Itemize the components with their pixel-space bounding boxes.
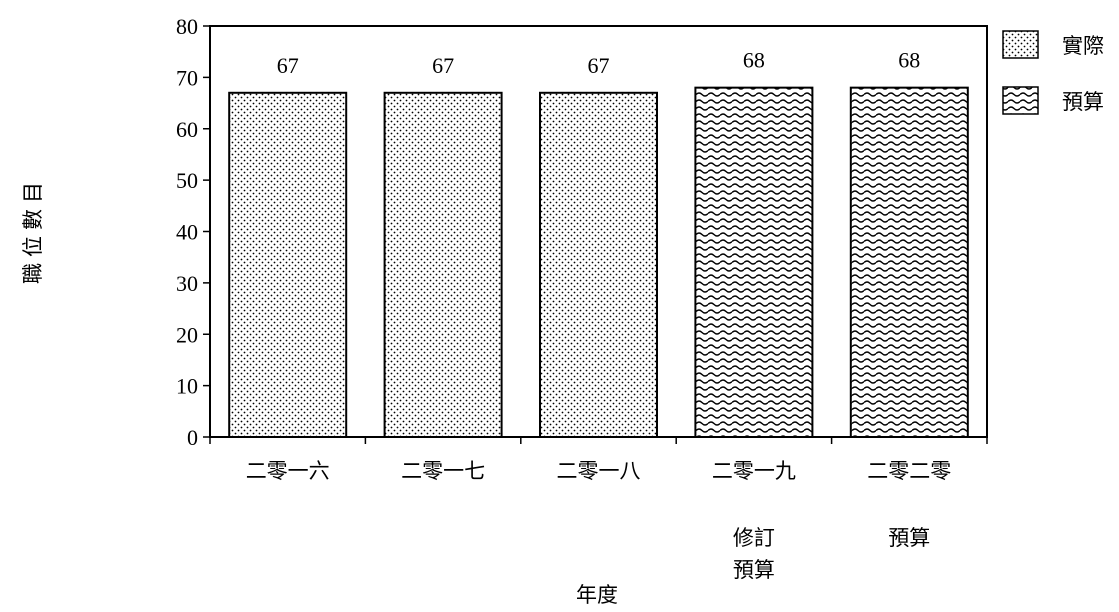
y-tick-label: 50 — [176, 168, 198, 193]
data-label: 67 — [277, 53, 299, 78]
x-category-label: 二零一六 — [246, 459, 330, 483]
y-tick-label: 80 — [176, 14, 198, 39]
x-category-label: 二零一八 — [557, 459, 641, 483]
bar — [849, 86, 969, 439]
y-tick-label: 60 — [176, 117, 198, 142]
x-category-sublabel: 預算 — [733, 558, 775, 582]
legend-swatch — [1002, 30, 1039, 59]
y-tick-label: 10 — [176, 374, 198, 399]
y-tick-label: 30 — [176, 271, 198, 296]
y-tick-label: 70 — [176, 65, 198, 90]
data-label: 67 — [588, 53, 610, 78]
bar — [539, 91, 658, 438]
bar — [383, 91, 503, 438]
x-category-sublabel: 修訂 — [733, 526, 775, 550]
data-label: 68 — [743, 48, 765, 73]
bar — [228, 91, 348, 438]
legend-label: 預算 — [1062, 90, 1104, 114]
data-label: 68 — [898, 48, 920, 73]
x-category-label: 二零二零 — [867, 459, 951, 483]
plot-area: 0 10 20 30 40 50 60 70 80 67 二零一六 67 二零一七 67 二零一八 68 二零一… — [176, 14, 988, 582]
y-tick-label: 0 — [187, 425, 198, 450]
x-category-sublabel: 預算 — [888, 526, 930, 550]
legend-label: 實際 — [1062, 34, 1104, 58]
x-category-label: 二零一七 — [401, 459, 485, 483]
x-axis-title: 年度 — [576, 583, 618, 607]
y-tick-label: 40 — [176, 220, 198, 245]
bar — [694, 86, 814, 439]
data-label: 67 — [432, 53, 454, 78]
y-axis-title: 職位數目 — [21, 176, 45, 284]
x-category-label: 二零一九 — [712, 459, 796, 483]
legend-swatch — [1002, 86, 1039, 115]
y-tick-label: 20 — [176, 322, 198, 347]
